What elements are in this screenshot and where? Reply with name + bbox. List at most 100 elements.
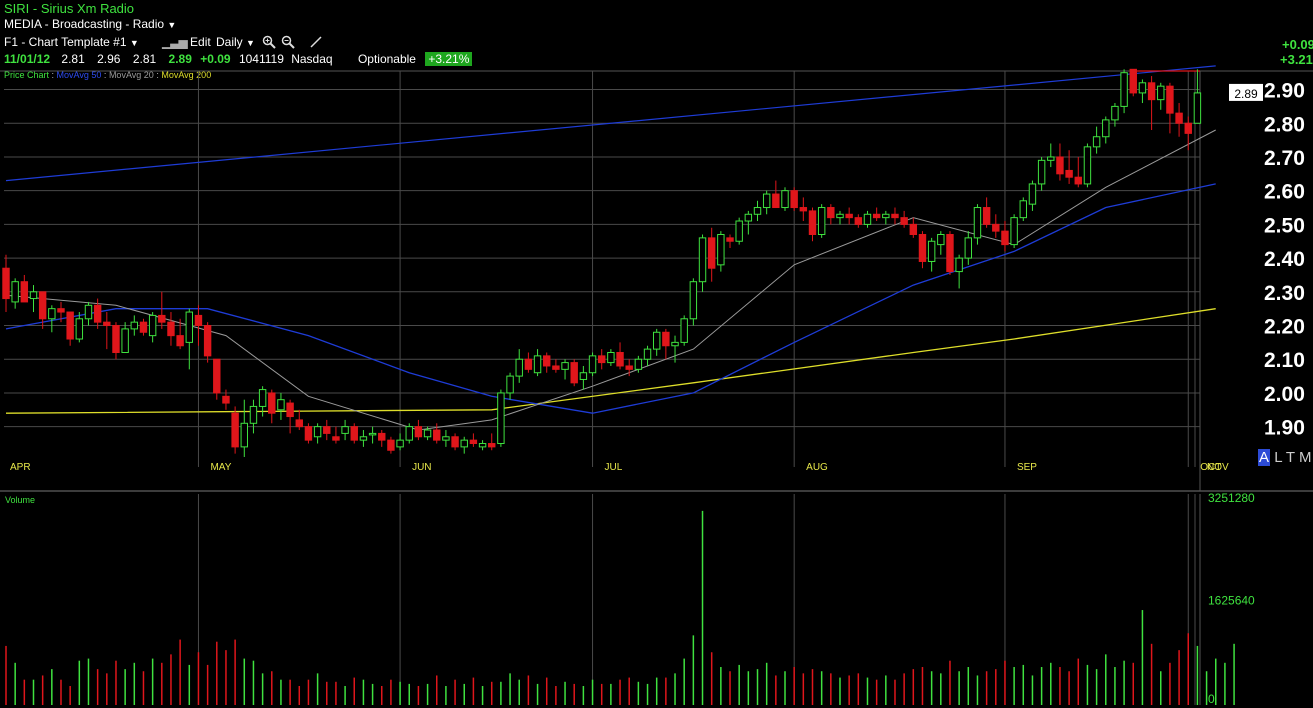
candle-body [598, 355, 606, 364]
y-tick-label: 2.10 [1264, 349, 1305, 372]
candle-body [396, 439, 404, 448]
candle-body [845, 213, 853, 219]
y-tick-label: 2.60 [1264, 181, 1305, 204]
quote-close: 2.89 [168, 52, 192, 66]
candle-body [698, 237, 707, 283]
candle-body [1129, 68, 1137, 94]
zoom-out-icon[interactable] [281, 35, 295, 49]
range-m-button[interactable]: M [1298, 449, 1312, 466]
candle-body [891, 213, 899, 219]
candle-body [808, 210, 817, 236]
ma50-line [5, 183, 1216, 414]
candle-body [515, 358, 523, 377]
candle-body [359, 436, 368, 441]
candle-body [652, 331, 661, 350]
candle-body [561, 362, 569, 370]
edit-button[interactable]: ▁▃▅ Edit [162, 35, 211, 49]
sector-dropdown[interactable]: MEDIA - Broadcasting - Radio ▼ [4, 17, 176, 31]
candle-body [662, 331, 670, 347]
bars-icon: ▁▃▅ [162, 35, 188, 49]
candle-body [57, 308, 65, 313]
chevron-down-icon: ▼ [167, 20, 177, 30]
candle-body [258, 389, 267, 407]
candle-body [304, 426, 313, 441]
quote-date: 11/01/12 [4, 52, 51, 66]
x-tick-label: NOV [1207, 462, 1229, 473]
volume-tick-label: 1625640 [1208, 594, 1255, 608]
legend-price-chart: Price Chart [4, 70, 50, 80]
y-tick-label: 2.00 [1264, 383, 1305, 406]
y-tick-label: 2.50 [1264, 214, 1305, 237]
range-a-button[interactable]: A [1258, 449, 1271, 466]
x-tick-label: OCT [1200, 462, 1221, 473]
candle-body [277, 399, 285, 411]
candle-body [1019, 200, 1027, 219]
chart-grid [0, 70, 1313, 705]
candle-body [93, 304, 102, 323]
candle-body [442, 436, 450, 441]
candle-body [781, 190, 789, 209]
candle-body [2, 267, 10, 300]
candle-body [84, 304, 93, 320]
zoom-in-icon[interactable] [262, 35, 276, 49]
candle-body [1065, 169, 1073, 178]
candle-body [368, 432, 377, 436]
candle-body [872, 213, 881, 219]
candle-body [533, 355, 542, 374]
template-dropdown[interactable]: F1 - Chart Template #1 ▼ [4, 35, 139, 49]
candle-body [1028, 183, 1037, 205]
volume-tick-label: 3251280 [1208, 491, 1255, 505]
quote-low: 2.81 [132, 52, 157, 66]
candle-body [946, 234, 954, 273]
candle-body [973, 207, 982, 239]
candle-body [1001, 230, 1009, 246]
candle-body [66, 311, 74, 340]
candle-body [918, 234, 927, 262]
candle-body [1092, 136, 1101, 148]
candle-body [478, 443, 487, 448]
volume-bars [5, 510, 1235, 705]
optionable-label: Optionable [357, 52, 416, 66]
quote-change: +0.09 [200, 52, 231, 66]
candle-body [139, 321, 148, 333]
candle-body [1184, 122, 1192, 134]
candle-body [643, 348, 652, 360]
candle-body [11, 281, 19, 303]
candle-body [827, 207, 835, 219]
candle-body [1147, 82, 1156, 101]
draw-tool-icon[interactable] [309, 35, 323, 49]
candle-body [982, 207, 991, 225]
volume-tick-label: 0 [1208, 692, 1215, 706]
period-label: Daily [216, 35, 243, 49]
candle-body [332, 436, 340, 441]
candle-body [222, 395, 230, 404]
period-dropdown[interactable]: Daily ▼ [216, 35, 255, 49]
quote-open: 2.81 [61, 52, 85, 66]
candle-body [469, 439, 478, 445]
candle-body [1010, 217, 1018, 246]
legend-ma200: MovAvg 200 [161, 70, 212, 80]
x-tick-label: SEP [1017, 462, 1037, 473]
candle-body [203, 325, 212, 357]
candle-body [158, 314, 166, 323]
y-tick-label: 2.40 [1264, 248, 1305, 271]
candle-body [497, 392, 505, 445]
quote-high: 2.96 [97, 52, 121, 66]
candle-body [268, 392, 276, 414]
candle-body [1120, 72, 1128, 107]
candle-body [992, 223, 1000, 232]
candle-body [48, 308, 56, 320]
y-tick-label: 2.70 [1264, 147, 1305, 170]
candle-body [964, 237, 973, 259]
quote-bar: 11/01/12 2.81 2.96 2.81 2.89 +0.09 10411… [4, 52, 473, 66]
candle-body [121, 328, 129, 353]
candle-body [524, 358, 533, 370]
range-l-button[interactable]: L [1274, 449, 1282, 466]
candle-body [295, 419, 303, 428]
candle-body [20, 281, 29, 303]
range-selector: A L T M [1258, 449, 1311, 466]
last-price-box [1229, 83, 1263, 101]
range-t-button[interactable]: T [1285, 449, 1295, 466]
candle-body [863, 213, 872, 225]
candle-body [1138, 82, 1147, 94]
